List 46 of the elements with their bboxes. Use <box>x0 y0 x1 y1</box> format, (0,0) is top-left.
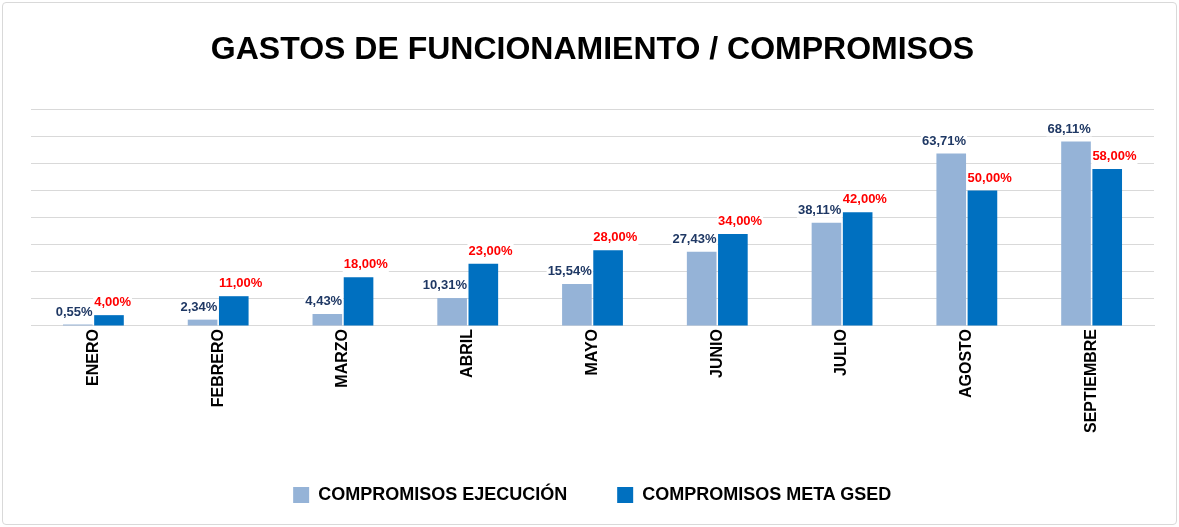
data-label: 2,34% <box>180 298 218 314</box>
bar <box>593 250 623 326</box>
data-label: 68,11% <box>1047 120 1092 136</box>
bar <box>437 298 467 326</box>
bar <box>686 251 717 326</box>
data-label: 38,11% <box>797 201 842 217</box>
data-label: 23,00% <box>468 242 514 258</box>
bar <box>967 190 998 326</box>
bar <box>343 277 374 326</box>
data-label: 50,00% <box>967 169 1013 185</box>
bar <box>1092 168 1123 326</box>
x-tick-label: JULIO <box>832 328 850 377</box>
bar <box>562 283 592 326</box>
x-tick-label: ENERO <box>83 328 101 386</box>
data-label: 63,71% <box>921 132 967 148</box>
bar <box>842 212 873 326</box>
chart-title: GASTOS DE FUNCIONAMIENTO / COMPROMISOS <box>210 30 975 67</box>
legend-label: COMPROMISOS META GSED <box>642 483 892 504</box>
x-tick-label: MAYO <box>582 328 600 376</box>
bar <box>312 313 343 326</box>
bar <box>94 315 124 326</box>
x-tick-label: SEPTIEMBRE <box>1082 328 1100 433</box>
data-label: 27,43% <box>672 230 717 246</box>
x-tick-label: AGOSTO <box>957 328 975 399</box>
x-tick-label: JUNIO <box>707 328 725 378</box>
data-label: 11,00% <box>218 275 263 291</box>
bar <box>468 263 499 326</box>
data-label: 0,55% <box>55 303 94 319</box>
x-tick-label: FEBRERO <box>208 328 226 408</box>
x-tick-label: ABRIL <box>458 328 476 378</box>
legend-label: COMPROMISOS EJECUCIÓN <box>318 482 568 504</box>
data-label: 4,00% <box>94 294 132 310</box>
data-label: 4,43% <box>305 293 343 309</box>
bar <box>718 233 748 326</box>
x-tick-label: MARZO <box>333 328 351 388</box>
data-label: 18,00% <box>343 256 389 272</box>
data-label: 28,00% <box>593 229 638 245</box>
data-label: 15,54% <box>547 262 593 278</box>
data-label: 34,00% <box>718 213 763 229</box>
bar <box>1061 141 1091 326</box>
bar <box>811 222 842 326</box>
data-label: 42,00% <box>842 191 888 207</box>
data-label: 58,00% <box>1092 148 1137 164</box>
data-label: 10,31% <box>422 277 468 293</box>
bar <box>218 296 249 326</box>
bar <box>936 153 967 326</box>
